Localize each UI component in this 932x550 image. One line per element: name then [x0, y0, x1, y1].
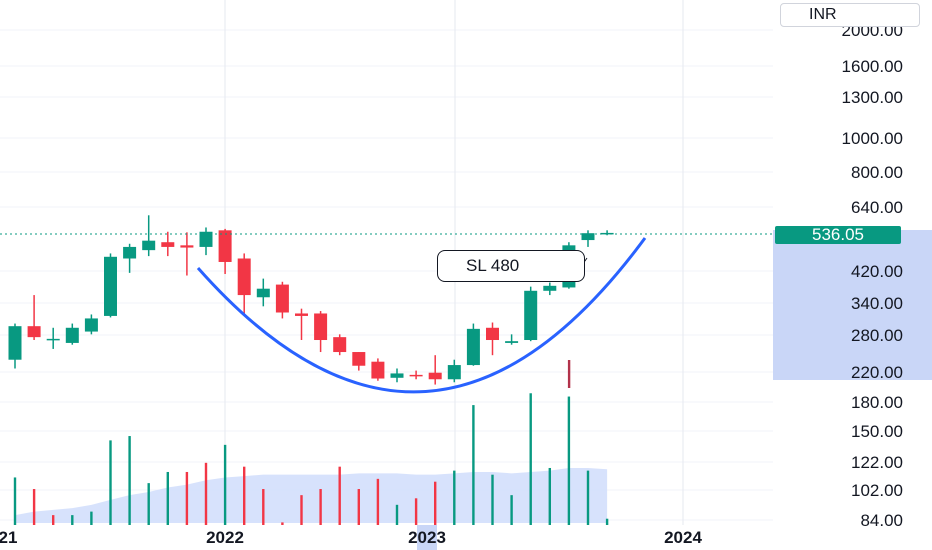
price-tick-label: 1600.00: [842, 57, 903, 76]
candle-body: [46, 338, 60, 341]
volume-bar: [166, 471, 169, 525]
volume-bar: [13, 477, 17, 525]
volume-bar: [567, 396, 571, 525]
candle-body: [314, 313, 328, 341]
candle-body: [428, 372, 442, 380]
candle-body: [409, 374, 423, 377]
price-tick-label: 180.00: [851, 393, 903, 412]
time-axis-highlight: [417, 525, 437, 550]
candle-body: [142, 240, 156, 251]
price-tick-label: 420.00: [851, 262, 903, 281]
price-tick-label: 150.00: [851, 422, 903, 441]
candle-body: [371, 361, 385, 379]
candle-body: [486, 327, 499, 341]
candle-body: [505, 341, 519, 343]
volume-bar: [185, 471, 189, 525]
currency-selector[interactable]: INR: [780, 3, 920, 27]
candle-body: [581, 233, 595, 241]
volume-bar: [128, 436, 131, 525]
volume-bar: [90, 511, 93, 525]
volume-bar: [300, 495, 303, 525]
candle-body: [352, 352, 366, 366]
price-tick-label: 1000.00: [842, 129, 903, 148]
volume-bar: [204, 462, 208, 525]
candle-body: [466, 328, 480, 366]
volume-bar: [414, 498, 418, 525]
candle-body: [8, 326, 22, 360]
volume-bar: [605, 518, 609, 525]
candle-body: [333, 337, 347, 353]
volume-bar: [357, 489, 360, 525]
candle-body: [123, 246, 137, 259]
volume-bar: [243, 466, 246, 525]
volume-bar: [395, 504, 399, 525]
time-tick-label: 2023: [408, 528, 446, 547]
price-tick-label: 340.00: [851, 294, 903, 313]
candle-body: [180, 245, 194, 248]
volume-ma-area: [15, 467, 608, 523]
price-tick-label: 122.00: [851, 453, 903, 472]
candle-body: [218, 230, 232, 262]
volume-bar: [453, 470, 456, 525]
last-price-label: 536.05: [775, 226, 901, 244]
time-tick-label: 2022: [206, 528, 244, 547]
time-axis: 21 2022 2023 2024: [0, 528, 702, 547]
volume-bar: [548, 467, 551, 525]
candle-body: [237, 258, 251, 296]
volume-bar: [223, 444, 227, 525]
price-tick-label: 84.00: [860, 511, 903, 530]
volume-bar: [491, 474, 494, 525]
cup-curve-drawing[interactable]: [196, 237, 647, 394]
candle-body: [104, 256, 117, 316]
candle-body: [84, 318, 98, 332]
volume-bar: [567, 360, 571, 388]
candle-body: [256, 288, 270, 298]
price-tick-label: 1300.00: [842, 88, 903, 107]
price-tick-label: 800.00: [851, 163, 903, 182]
volume-bar: [434, 481, 437, 525]
candle-body: [447, 365, 461, 380]
candle-body: [27, 326, 41, 338]
candle-body: [199, 231, 213, 247]
volume-bar: [472, 405, 475, 525]
volume-bar: [586, 470, 590, 525]
volume-layer: [13, 360, 609, 525]
sl-annotation[interactable]: SL 480: [437, 250, 585, 282]
volume-bar: [281, 522, 284, 525]
candle-body: [524, 290, 538, 341]
candle-body: [275, 284, 289, 313]
volume-bar: [32, 489, 36, 525]
price-tick-label: 280.00: [851, 326, 903, 345]
candle-body: [390, 373, 404, 378]
price-tick-label: 640.00: [851, 198, 903, 217]
time-tick-label: 21: [0, 528, 17, 547]
volume-bar: [319, 489, 322, 525]
candle-body: [295, 313, 308, 316]
price-tick-label: 220.00: [851, 363, 903, 382]
candle-layer: [8, 215, 614, 385]
price-axis: 2000.001600.001300.001000.00800.00640.00…: [842, 21, 903, 530]
volume-bar: [510, 495, 513, 525]
time-tick-label: 2024: [664, 528, 702, 547]
volume-bar: [529, 393, 532, 525]
price-axis-highlight: [773, 230, 932, 380]
candle-body: [161, 242, 175, 247]
volume-bar: [71, 515, 74, 525]
volume-bar: [52, 515, 55, 525]
candle-body: [65, 327, 79, 343]
volume-bar: [338, 466, 341, 525]
candle-body: [543, 285, 557, 291]
candle-body: [600, 232, 614, 235]
price-tick-label: 102.00: [851, 481, 903, 500]
volume-bar: [262, 489, 265, 525]
volume-bar: [147, 483, 150, 525]
volume-bar: [109, 440, 112, 525]
volume-bar: [376, 478, 380, 525]
